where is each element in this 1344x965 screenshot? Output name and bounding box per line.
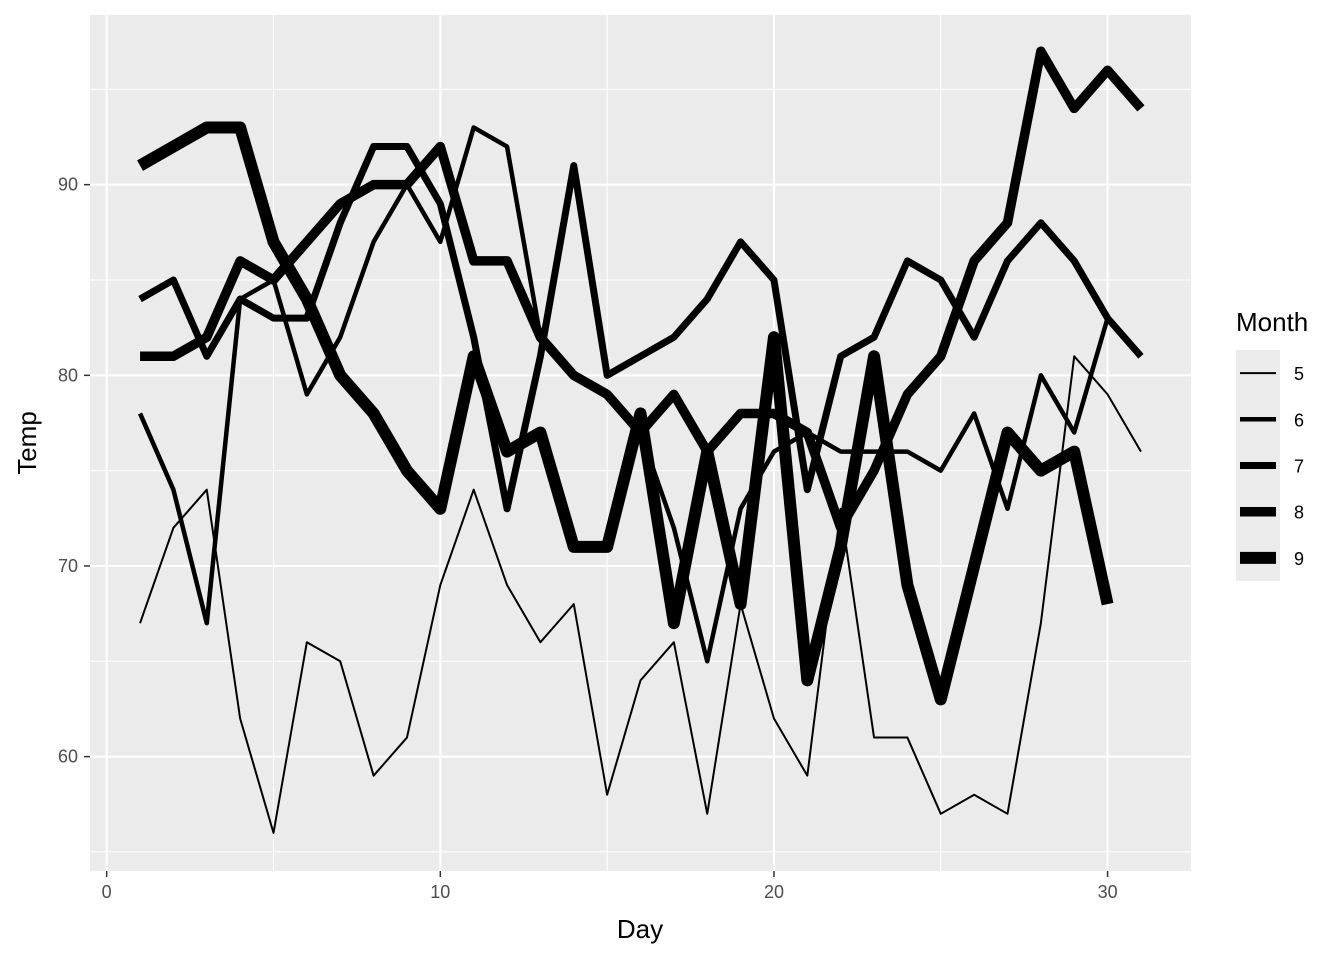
legend-label-8: 8 [1294,503,1304,523]
series-lines [137,46,1145,834]
y-tick-label: 80 [58,365,78,385]
x-axis: 0 10 20 30 [102,871,1118,902]
legend-title: Month [1236,307,1308,337]
series-line-month-5 [139,355,1142,834]
x-tick-label: 30 [1098,882,1118,902]
y-tick-label: 90 [58,175,78,195]
x-tick-label: 0 [102,882,112,902]
x-tick-label: 10 [430,882,450,902]
series-line-month-7 [138,143,1144,513]
legend-label-9: 9 [1294,549,1304,569]
x-tick-label: 20 [764,882,784,902]
minor-gridlines [90,15,1191,871]
y-axis-title: Temp [12,411,42,475]
x-axis-title: Day [617,914,663,944]
y-tick-label: 70 [58,556,78,576]
series-line-month-9 [137,121,1114,706]
legend-items: 5 6 7 8 9 [1240,364,1304,569]
legend-label-7: 7 [1294,457,1304,477]
legend-label-5: 5 [1294,364,1304,384]
legend-label-6: 6 [1294,410,1304,430]
major-gridlines [90,15,1191,871]
legend: Month 5 6 7 8 9 [1236,307,1308,581]
y-axis: 60 70 80 90 [58,175,90,767]
y-tick-label: 60 [58,747,78,767]
